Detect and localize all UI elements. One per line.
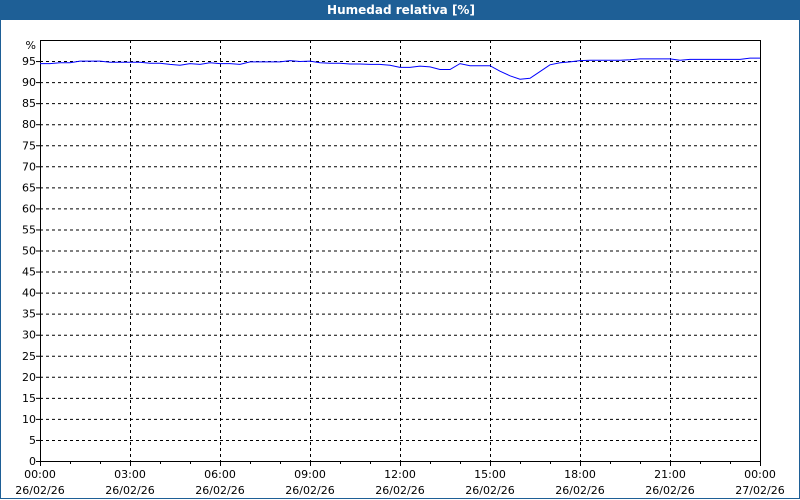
x-tick-time: 03:00 xyxy=(114,468,146,481)
y-axis-label: % xyxy=(26,39,36,52)
y-tick-label: 75 xyxy=(22,139,36,152)
y-tick-label: 0 xyxy=(29,455,36,468)
x-tick-time: 21:00 xyxy=(654,468,686,481)
y-tick-label: 85 xyxy=(22,97,36,110)
x-tick-time: 12:00 xyxy=(384,468,416,481)
y-tick-label: 90 xyxy=(22,76,36,89)
x-tick-time: 09:00 xyxy=(294,468,326,481)
y-tick-label: 40 xyxy=(22,287,36,300)
x-tick-date: 26/02/26 xyxy=(195,484,244,497)
y-tick-label: 70 xyxy=(22,160,36,173)
y-tick-label: 5 xyxy=(29,434,36,447)
y-tick-label: 30 xyxy=(22,329,36,342)
x-tick-date: 26/02/26 xyxy=(645,484,694,497)
x-tick-date: 27/02/26 xyxy=(735,484,784,497)
x-tick-date: 26/02/26 xyxy=(465,484,514,497)
x-tick-date: 26/02/26 xyxy=(555,484,604,497)
x-tick-time: 00:00 xyxy=(744,468,776,481)
y-tick-label: 35 xyxy=(22,308,36,321)
chart-title: Humedad relativa [%] xyxy=(1,0,800,20)
y-tick-label: 45 xyxy=(22,266,36,279)
x-tick-date: 26/02/26 xyxy=(285,484,334,497)
x-tick-time: 06:00 xyxy=(204,468,236,481)
x-tick-date: 26/02/26 xyxy=(105,484,154,497)
x-tick-time: 00:00 xyxy=(24,468,56,481)
y-tick-label: 55 xyxy=(22,223,36,236)
x-tick-date: 26/02/26 xyxy=(375,484,424,497)
y-tick-label: 25 xyxy=(22,350,36,363)
x-tick-time: 18:00 xyxy=(564,468,596,481)
y-tick-label: 80 xyxy=(22,118,36,131)
y-tick-label: 65 xyxy=(22,181,36,194)
humidity-series-line xyxy=(40,57,760,80)
x-tick-time: 15:00 xyxy=(474,468,506,481)
y-tick-label: 15 xyxy=(22,392,36,405)
x-tick-date: 26/02/26 xyxy=(15,484,64,497)
plot-area-border xyxy=(40,40,761,462)
y-tick-label: 60 xyxy=(22,202,36,215)
y-tick-label: 95 xyxy=(22,55,36,68)
y-tick-label: 50 xyxy=(22,245,36,258)
y-tick-label: 20 xyxy=(22,371,36,384)
y-tick-label: 10 xyxy=(22,413,36,426)
